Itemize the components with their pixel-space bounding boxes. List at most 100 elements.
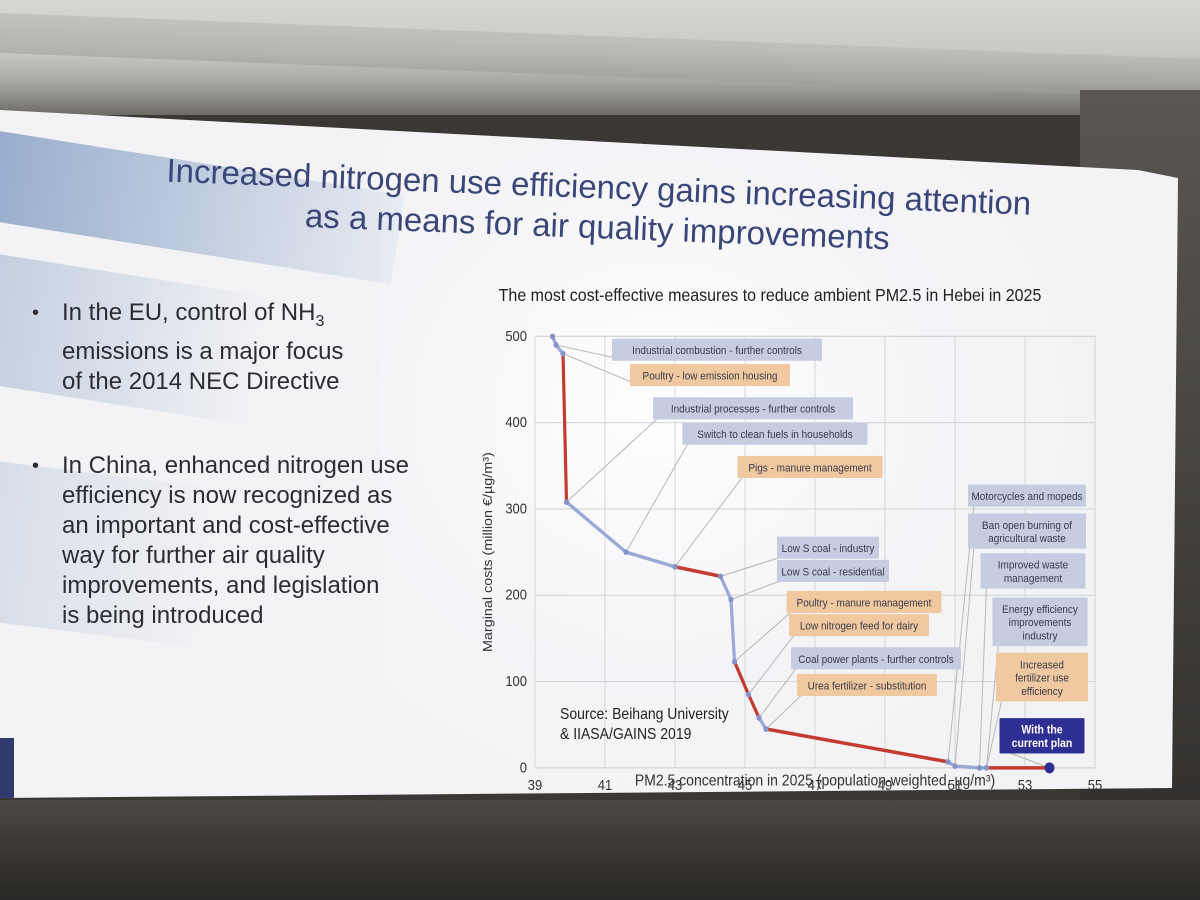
x-axis-label: PM2.5 concentration in 2025 (population-… — [635, 773, 995, 790]
leader-line — [758, 666, 798, 719]
data-point — [763, 726, 769, 732]
bullet-list: • In the EU, control of NH3 emissions is… — [22, 298, 442, 685]
leader-line — [979, 586, 987, 768]
annotation-label: With the — [1021, 724, 1062, 737]
annotation-label: Energy efficiency — [1002, 604, 1079, 617]
slide-decoration-strip — [0, 738, 14, 798]
annotation-tag — [682, 422, 868, 445]
chart: The most cost-effective measures to redu… — [430, 270, 1130, 793]
bullet-marker: • — [32, 302, 40, 324]
y-axis-label: Marginal costs (million €/µg/m³) — [481, 452, 495, 652]
annotation-tag — [653, 397, 853, 420]
data-point — [945, 758, 951, 765]
x-tick-label: 45 — [738, 777, 753, 790]
leader-line — [734, 610, 793, 663]
leader-line — [720, 556, 784, 577]
x-tick-label: 39 — [528, 777, 542, 790]
projected-slide: Increased nitrogen use efficiency gains … — [0, 110, 1178, 798]
data-point — [672, 563, 678, 570]
data-point — [983, 764, 990, 771]
annotation-tag — [777, 559, 889, 582]
annotation-label: current plan — [1012, 737, 1073, 750]
annotation-label: Industrial processes - further controls — [671, 403, 835, 416]
x-tick-label: 49 — [878, 777, 892, 790]
annotation-label: Low S coal - industry — [782, 543, 875, 556]
annotation-tag — [980, 553, 1086, 589]
annotation-label: Low nitrogen feed for dairy — [800, 620, 919, 633]
leader-line — [765, 693, 804, 730]
bullet-item: • In the EU, control of NH3 emissions is… — [22, 298, 442, 397]
x-tick-label: 47 — [808, 777, 822, 790]
annotation-label: agricultural waste — [988, 533, 1066, 546]
annotation-label: Poultry - low emission housing — [643, 370, 778, 383]
annotation-label: Pigs - manure management — [748, 462, 871, 475]
leader-line — [954, 546, 975, 767]
annotation-label: Ban open burning of — [982, 519, 1072, 532]
bullet-item: • In China, enhanced nitrogen use effici… — [22, 451, 442, 631]
data-point — [563, 499, 570, 505]
x-tick-label: 43 — [668, 777, 683, 790]
annotation-tag — [791, 647, 961, 670]
data-point — [756, 714, 762, 721]
annotation-label: Industrial combustion - further controls — [632, 345, 802, 358]
annotation-tag — [789, 614, 929, 637]
x-tick-label: 41 — [598, 777, 612, 790]
annotation-label: Urea fertilizer - substitution — [808, 680, 927, 693]
bullet-text: is being introduced — [62, 601, 264, 629]
y-tick-label: 0 — [520, 760, 528, 776]
curve-segment — [764, 727, 950, 764]
leader-line — [674, 475, 744, 568]
bullet-marker: • — [32, 454, 40, 477]
curve-segment — [718, 574, 733, 602]
bullet-text: an important and cost-effective — [62, 511, 390, 539]
annotation-label: fertilizer use — [1015, 672, 1069, 685]
data-point — [728, 596, 734, 603]
annotation-label: Increased — [1020, 659, 1064, 672]
bullet-text: of the 2014 NEC Directive — [62, 367, 340, 395]
data-point — [745, 691, 752, 698]
annotation-label: Low S coal - residential — [781, 566, 884, 579]
annotation-label: improvements — [1009, 617, 1072, 630]
leader-line — [566, 416, 660, 503]
bullet-text: efficiency is now recognized as — [62, 481, 393, 509]
source-note-line-1: Source: Beihang University — [560, 707, 729, 724]
data-point — [717, 573, 724, 580]
bullet-text: emissions is a major focus — [62, 337, 344, 365]
source-note-line-2: & IIASA/GAINS 2019 — [560, 727, 691, 744]
annotation-tag — [777, 536, 879, 559]
data-point — [731, 658, 738, 665]
leader-line — [1005, 750, 1050, 769]
annotation-tag — [612, 338, 822, 361]
y-tick-label: 500 — [505, 328, 527, 344]
x-tick-label: 55 — [1088, 777, 1103, 790]
bullet-text: In China, enhanced nitrogen use — [62, 451, 409, 479]
leader-line — [625, 442, 689, 553]
curve-segment — [561, 351, 569, 504]
data-point — [1044, 762, 1055, 774]
y-tick-label: 100 — [505, 673, 527, 689]
leader-line — [562, 353, 637, 385]
curve-segment — [732, 659, 751, 697]
data-point — [549, 333, 556, 340]
annotation-tag — [786, 590, 942, 613]
x-tick-label: 51 — [948, 777, 962, 790]
data-point — [623, 549, 629, 556]
data-point — [976, 764, 983, 771]
annotation-label: Switch to clean fuels in households — [697, 429, 852, 442]
annotation-label: industry — [1023, 630, 1059, 643]
curve-segment — [729, 597, 737, 664]
leader-line — [748, 633, 796, 695]
annotation-label: Poultry - manure management — [797, 597, 932, 610]
leader-line — [555, 344, 619, 360]
bullet-text: way for further air quality — [62, 541, 325, 569]
annotation-label: management — [1004, 573, 1062, 586]
cost-curve-chart: The most cost-effective measures to redu… — [481, 285, 1103, 793]
bullet-text: improvements, and legislation — [62, 571, 380, 599]
annotation-tag — [737, 455, 883, 478]
annotation-tag — [630, 364, 790, 387]
curve-segment — [564, 500, 628, 554]
annotation-tag — [992, 597, 1088, 647]
curve-segment — [746, 692, 761, 720]
leader-line — [986, 699, 1003, 769]
annotation-label: Improved waste — [998, 559, 1069, 572]
